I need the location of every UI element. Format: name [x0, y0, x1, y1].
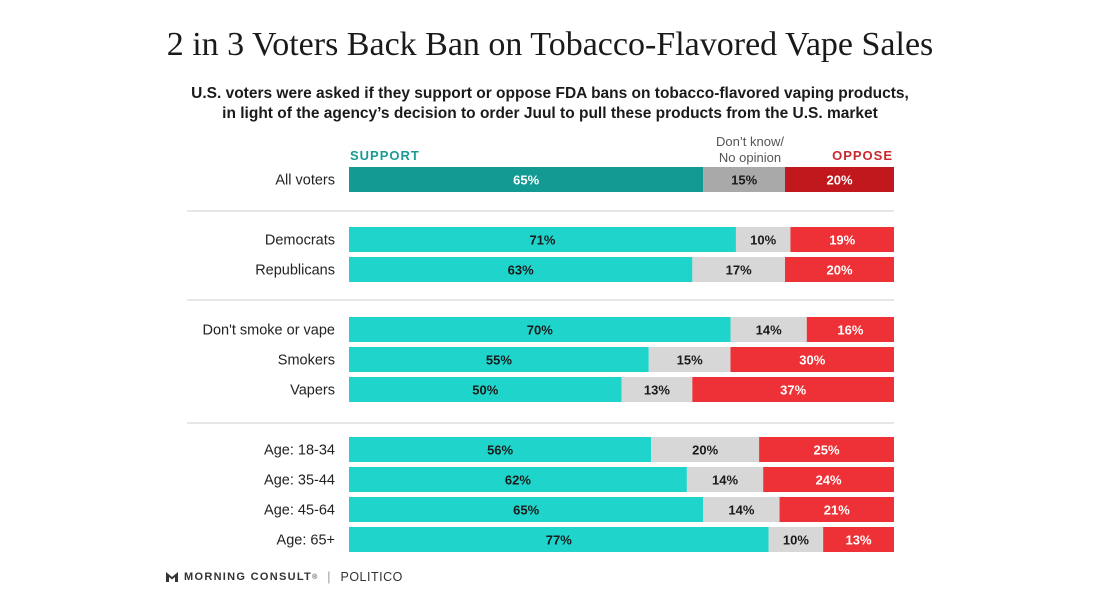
- footer-separator: |: [327, 570, 331, 584]
- bar-oppose-republicans: [785, 257, 894, 282]
- trademark-mark: ®: [312, 573, 318, 581]
- legend-dont-know-line-1: Don’t know/: [716, 134, 784, 149]
- value-oppose-age-65: 13%: [846, 533, 872, 548]
- value-dont-know-age-18-34: 20%: [692, 443, 718, 458]
- value-dont-know-republicans: 17%: [726, 263, 752, 278]
- bar-support-democrats: [349, 227, 736, 252]
- bar-dont-know-age-35-44: [686, 467, 764, 492]
- bar-dont-know-republicans: [692, 257, 785, 282]
- value-dont-know-age-45-64: 14%: [728, 503, 754, 518]
- bar-support-smokers: [349, 347, 649, 372]
- bar-support-age-18-34: [349, 437, 652, 462]
- value-support-age-18-34: 56%: [487, 443, 513, 458]
- row-label-all-voters: All voters: [275, 173, 335, 189]
- legend-support: SUPPORT: [350, 148, 420, 163]
- value-oppose-smokers: 30%: [799, 353, 825, 368]
- value-dont-know-age-35-44: 14%: [712, 473, 738, 488]
- morning-consult-label: MORNING CONSULT: [184, 571, 313, 583]
- bar-oppose-vapers: [692, 377, 894, 402]
- value-oppose-democrats: 19%: [829, 233, 855, 248]
- row-label-age-35-44: Age: 35-44: [264, 473, 335, 489]
- bar-oppose-age-18-34: [759, 437, 894, 462]
- bar-support-age-35-44: [349, 467, 687, 492]
- bar-oppose-smokers: [730, 347, 894, 372]
- bar-dont-know-age-18-34: [651, 437, 760, 462]
- value-oppose-age-35-44: 24%: [816, 473, 842, 488]
- legend-dont-know-line-2: No opinion: [718, 150, 782, 165]
- bar-support-republicans: [349, 257, 693, 282]
- row-label-democrats: Democrats: [265, 233, 335, 249]
- value-support-all-voters: 65%: [513, 173, 539, 188]
- row-label-age-45-64: Age: 45-64: [264, 503, 335, 519]
- bar-dont-know-don-t-smoke-or-vape: [730, 317, 807, 342]
- subtitle-line-2: in light of the agency’s decision to ord…: [222, 105, 878, 122]
- bar-support-don-t-smoke-or-vape: [349, 317, 731, 342]
- value-dont-know-democrats: 10%: [750, 233, 776, 248]
- value-support-republicans: 63%: [508, 263, 534, 278]
- value-oppose-don-t-smoke-or-vape: 16%: [837, 323, 863, 338]
- value-dont-know-don-t-smoke-or-vape: 14%: [756, 323, 782, 338]
- value-dont-know-age-65: 10%: [783, 533, 809, 548]
- morning-consult-logo-icon: [166, 572, 178, 582]
- value-dont-know-vapers: 13%: [644, 383, 670, 398]
- legend-oppose: OPPOSE: [832, 148, 893, 163]
- value-support-vapers: 50%: [472, 383, 498, 398]
- bar-oppose-age-45-64: [779, 497, 894, 522]
- politico-label: POLITICO: [340, 570, 403, 584]
- bar-support-age-45-64: [349, 497, 704, 522]
- value-oppose-age-45-64: 21%: [824, 503, 850, 518]
- value-support-age-65: 77%: [546, 533, 572, 548]
- value-oppose-all-voters: 20%: [826, 173, 852, 188]
- row-label-vapers: Vapers: [290, 383, 335, 399]
- bar-dont-know-all-voters: [703, 167, 785, 192]
- bar-support-vapers: [349, 377, 622, 402]
- value-oppose-age-18-34: 25%: [814, 443, 840, 458]
- row-label-smokers: Smokers: [278, 353, 335, 369]
- value-dont-know-smokers: 15%: [677, 353, 703, 368]
- value-support-smokers: 55%: [486, 353, 512, 368]
- bar-oppose-don-t-smoke-or-vape: [806, 317, 894, 342]
- bar-dont-know-age-45-64: [703, 497, 780, 522]
- row-label-age-65: Age: 65+: [277, 533, 335, 549]
- bar-dont-know-democrats: [735, 227, 791, 252]
- chart-subtitle: U.S. voters were asked if they support o…: [150, 84, 950, 124]
- value-support-age-35-44: 62%: [505, 473, 531, 488]
- bar-dont-know-smokers: [648, 347, 731, 372]
- bar-oppose-age-35-44: [763, 467, 894, 492]
- row-label-age-18-34: Age: 18-34: [264, 443, 335, 459]
- bar-support-all-voters: [349, 167, 704, 192]
- value-support-democrats: 71%: [529, 233, 555, 248]
- legend-dont-know: Don’t know/ No opinion: [700, 134, 800, 166]
- bar-dont-know-age-65: [768, 527, 824, 552]
- row-label-republicans: Republicans: [255, 263, 335, 279]
- bar-oppose-all-voters: [785, 167, 894, 192]
- bar-support-age-65: [349, 527, 769, 552]
- value-oppose-vapers: 37%: [780, 383, 806, 398]
- value-oppose-republicans: 20%: [826, 263, 852, 278]
- bar-dont-know-vapers: [621, 377, 693, 402]
- source-footer: MORNING CONSULT ® | POLITICO: [166, 570, 403, 584]
- value-support-don-t-smoke-or-vape: 70%: [527, 323, 553, 338]
- value-support-age-45-64: 65%: [513, 503, 539, 518]
- value-dont-know-all-voters: 15%: [731, 173, 757, 188]
- chart-title: 2 in 3 Voters Back Ban on Tobacco-Flavor…: [166, 26, 934, 63]
- subtitle-line-1: U.S. voters were asked if they support o…: [191, 85, 909, 102]
- bar-oppose-age-65: [823, 527, 894, 552]
- row-label-don-t-smoke-or-vape: Don't smoke or vape: [202, 323, 335, 339]
- bar-oppose-democrats: [790, 227, 894, 252]
